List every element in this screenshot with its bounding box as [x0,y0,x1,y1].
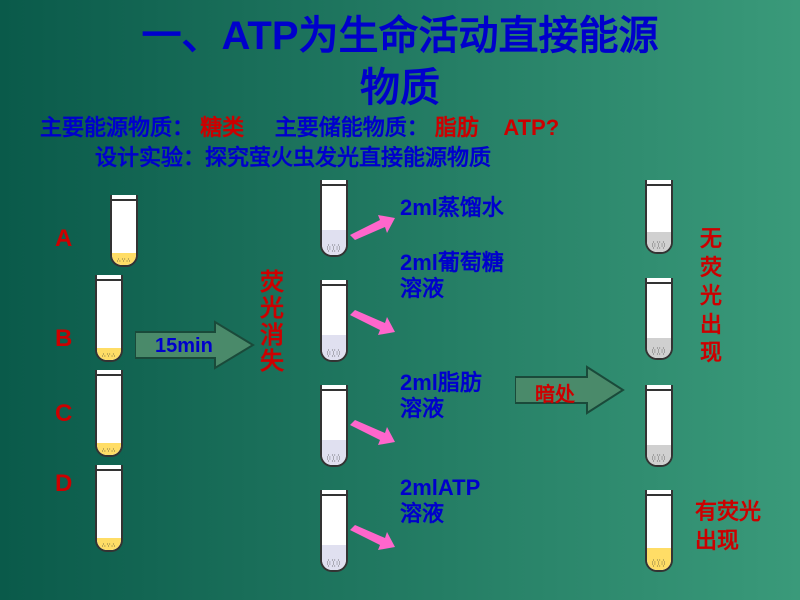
atp-question: ATP? [503,115,559,140]
tube-c-initial: ∴∵∴ [95,370,123,457]
sol2b: 溶液 [400,276,444,301]
label-c: C [55,400,72,428]
design-line: 设计实验：探究萤火虫发光直接能源物质 [95,140,491,172]
result-yes: 有荧光出现 [695,498,761,555]
page-title: 一、ATP为生命活动直接能源 物质 [0,10,800,114]
dark-label: 暗处 [535,378,575,407]
tube-a-initial: ∴∵∴ [110,195,138,267]
mid-result: 荧光消失 [260,270,285,376]
tube-d-initial: ∴∵∴ [95,465,123,552]
tube-c-solution: ∴∵∴∵∴∵ [320,385,348,467]
solution-4: 2mlATP 溶液 [400,475,480,528]
solution-1: 2ml蒸馏水 [400,195,504,221]
solution-3: 2ml脂肪 溶液 [400,370,482,423]
subtitle-row: 主要能源物质： 糖类 主要储能物质： 脂肪 ATP? [40,110,760,142]
time-label: 15min [155,335,213,358]
sol3b: 溶液 [400,396,444,421]
tube-d-solution: ∴∵∴∵∴∵ [320,490,348,572]
tube-b-solution: ∴∵∴∵∴∵ [320,280,348,362]
pink-arrow-4 [350,525,395,550]
store-energy-label: 主要储能物质： [275,115,429,140]
label-d: D [55,470,72,498]
label-b: B [55,325,72,353]
sol3a: 2ml脂肪 [400,370,482,395]
solution-2: 2ml葡萄糖 溶液 [400,250,504,303]
tube-a-result: ∴∵∴∵∴∵ [645,180,673,254]
sol4b: 溶液 [400,501,444,526]
title-line1: 一、ATP为生命活动直接能源 [141,14,658,58]
main-energy-value: 糖类 [200,115,244,140]
pink-arrow-3 [350,420,395,445]
main-energy-label: 主要能源物质： [40,115,194,140]
result-none-text: 无荧光出现 [700,226,722,365]
result-none: 无荧光出现 [700,225,725,368]
title-line2: 物质 [360,66,440,110]
pink-arrow-1 [350,215,395,240]
tube-a-solution: ∴∵∴∵∴∵ [320,180,348,257]
sol4a: 2mlATP [400,475,480,500]
tube-b-initial: ∴∵∴ [95,275,123,362]
tube-d-result: ∴∵∴∵∴∵ [645,490,673,572]
store-energy-value: 脂肪 [435,115,479,140]
tube-c-result: ∴∵∴∵∴∵ [645,385,673,467]
tube-b-result: ∴∵∴∵∴∵ [645,278,673,360]
pink-arrow-2 [350,310,395,335]
label-a: A [55,225,72,253]
sol2a: 2ml葡萄糖 [400,250,504,275]
mid-result-text: 荧光消失 [260,269,284,375]
